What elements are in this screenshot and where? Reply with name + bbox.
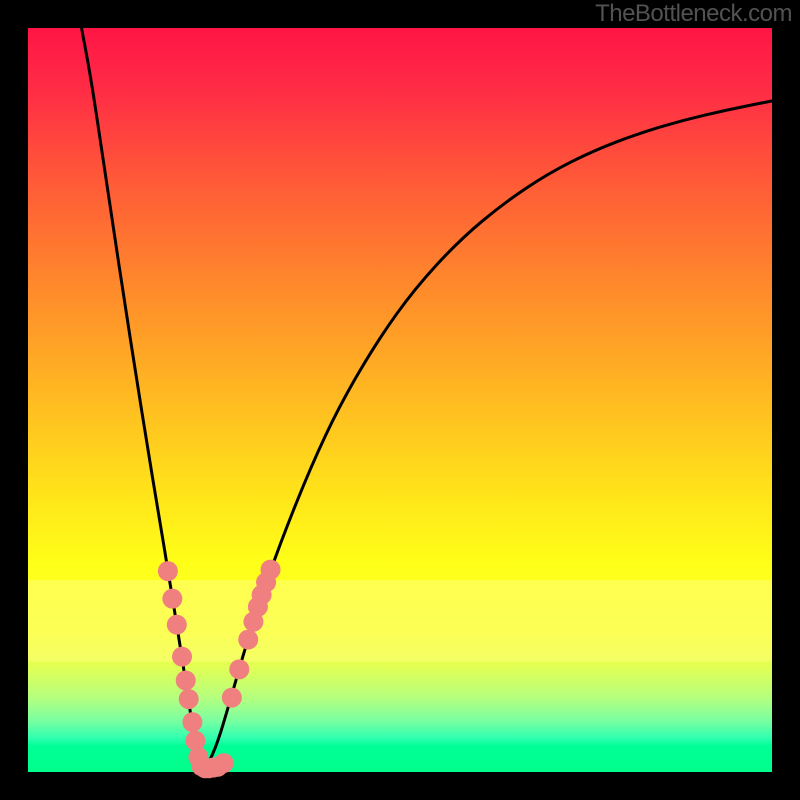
curve-marker [179, 689, 199, 709]
chart-frame: TheBottleneck.com [0, 0, 800, 800]
highlight-band [28, 580, 772, 662]
curve-marker [261, 560, 281, 580]
curve-marker [229, 659, 249, 679]
curve-marker [158, 561, 178, 581]
curve-marker [222, 688, 242, 708]
curve-marker [182, 712, 202, 732]
bottleneck-chart [0, 0, 800, 800]
curve-marker [238, 630, 258, 650]
watermark-label: TheBottleneck.com [595, 0, 792, 28]
curve-marker [214, 753, 234, 773]
curve-marker [172, 647, 192, 667]
curve-marker [176, 670, 196, 690]
curve-marker [162, 589, 182, 609]
curve-marker [167, 615, 187, 635]
